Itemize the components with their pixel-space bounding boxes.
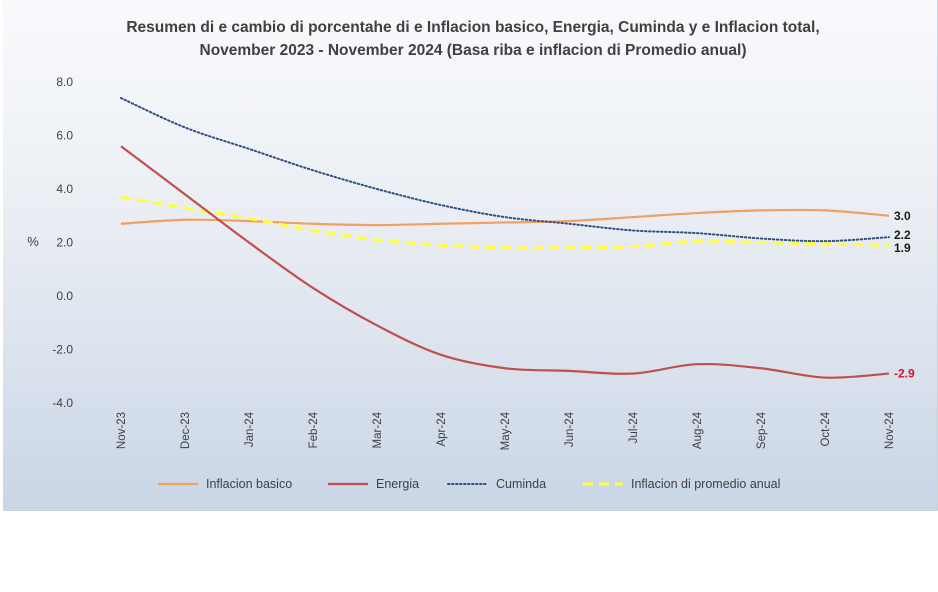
y-tick-label: 0.0 xyxy=(56,289,73,303)
x-tick-label: Nov-23 xyxy=(116,412,128,449)
series-line-1 xyxy=(120,145,890,379)
x-tick-label: Mar-24 xyxy=(372,411,384,448)
y-tick-label: 2.0 xyxy=(56,236,73,250)
y-axis-label: % xyxy=(27,234,39,249)
x-axis-ticks: Nov-23 Dec-23 Jan-24 Feb-24 Mar-24 Apr-24 May-… xyxy=(116,411,896,450)
x-tick-label: Jul-24 xyxy=(628,411,640,443)
x-tick-label: Apr-24 xyxy=(436,411,448,446)
x-tick-label: Feb-24 xyxy=(308,411,320,448)
series-line-0 xyxy=(120,208,890,227)
y-tick-label: 6.0 xyxy=(56,129,73,143)
legend-label: Cuminda xyxy=(496,477,546,491)
y-tick-label: 4.0 xyxy=(56,182,73,196)
y-tick-label: -4.0 xyxy=(52,396,73,410)
x-tick-label: Dec-23 xyxy=(180,412,192,449)
x-tick-label: Aug-24 xyxy=(692,411,704,449)
y-tick-label: 8.0 xyxy=(56,75,73,89)
series-lines xyxy=(120,97,890,379)
chart-title: Resumen di e cambio di porcentahe di e I… xyxy=(126,19,819,36)
end-value-label: 1.9 xyxy=(894,241,911,255)
x-tick-label: May-24 xyxy=(500,411,512,450)
series-line-2 xyxy=(120,97,890,243)
x-tick-label: Nov-24 xyxy=(884,411,896,449)
legend-label: Inflacion basico xyxy=(206,477,292,491)
end-value-label: 3.0 xyxy=(894,209,911,223)
legend-label: Inflacion di promedio anual xyxy=(631,477,780,491)
legend: Inflacion basico Energia Cuminda Inflacion … xyxy=(158,477,780,491)
y-tick-label: -2.0 xyxy=(52,343,73,357)
x-tick-label: Sep-24 xyxy=(756,411,768,449)
x-tick-label: Jan-24 xyxy=(244,411,256,447)
chart-panel: Resumen di e cambio di porcentahe di e I… xyxy=(3,0,938,511)
line-chart: Resumen di e cambio di porcentahe di e I… xyxy=(27,19,915,491)
series-line-3 xyxy=(120,195,890,250)
end-value-label: -2.9 xyxy=(894,367,915,381)
chart-subtitle: November 2023 - November 2024 (Basa riba… xyxy=(200,42,747,59)
legend-label: Energia xyxy=(376,477,419,491)
end-value-labels: 3.0 -2.9 2.21.9 xyxy=(894,209,915,381)
end-value-label: 2.2 xyxy=(894,228,911,242)
x-tick-label: Jun-24 xyxy=(564,411,576,447)
y-axis-ticks: 8.0 6.0 4.0 2.0 0.0 -2.0 -4.0 xyxy=(52,75,73,410)
x-tick-label: Oct-24 xyxy=(820,411,832,446)
